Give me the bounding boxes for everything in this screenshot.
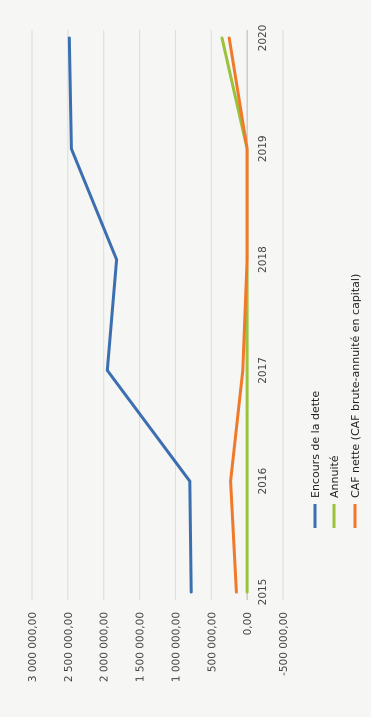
y-tick-label: 1 500 000,00 bbox=[135, 612, 147, 682]
plot-area: -500 000,00 0,00 500 000,00 1 000 000,00 1 5… bbox=[27, 25, 362, 683]
series-line bbox=[227, 36, 249, 594]
y-tick-label: 1 000 000,00 bbox=[170, 612, 182, 682]
y-tick-label: 0,00 bbox=[242, 612, 254, 635]
x-tick-label: 2019 bbox=[257, 135, 269, 162]
legend-label: Annuité bbox=[328, 455, 341, 498]
y-tick-label: 3 000 000,00 bbox=[27, 612, 39, 682]
y-tick-label: 2 500 000,00 bbox=[63, 612, 75, 682]
series-line bbox=[67, 36, 193, 594]
x-tick-label: 2015 bbox=[257, 579, 269, 606]
legend-label: Encours de la dette bbox=[309, 391, 322, 498]
y-tick-label: 2 000 000,00 bbox=[99, 612, 111, 682]
y-tick-label: -500 000,00 bbox=[278, 612, 290, 676]
x-tick-label: 2018 bbox=[257, 246, 269, 273]
x-tick-label: 2020 bbox=[257, 25, 269, 52]
legend-label: CAF nette (CAF brute-annuité en capital) bbox=[349, 274, 362, 498]
x-tick-label: 2016 bbox=[257, 468, 269, 495]
y-tick-label: 500 000,00 bbox=[206, 612, 218, 672]
x-tick-label: 2017 bbox=[257, 357, 269, 384]
